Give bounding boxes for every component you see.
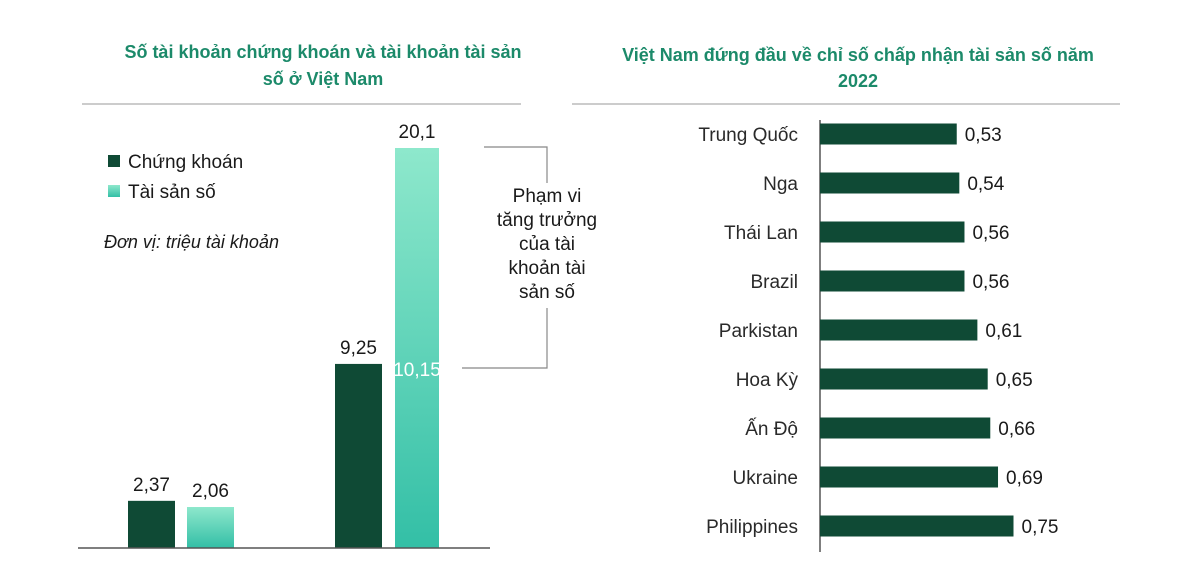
bar-securities-0	[128, 500, 175, 548]
data-label-securities-1: 9,25	[340, 338, 377, 359]
right-title-line-2: 2022	[838, 71, 878, 91]
data-label-securities-0: 2,37	[133, 475, 170, 496]
value-label-3: 0,56	[972, 272, 1009, 293]
legend-swatch-securities	[108, 155, 120, 167]
category-label-1: Nga	[763, 174, 798, 195]
value-label-2: 0,56	[972, 223, 1009, 244]
category-label-3: Brazil	[750, 272, 798, 293]
bar-digital-0	[187, 507, 234, 548]
left-title-line-1: Số tài khoản chứng khoán và tài khoản tà…	[124, 42, 521, 62]
hbar-4	[820, 319, 978, 341]
bar-digital-1	[395, 148, 439, 548]
left-chart: Số tài khoản chứng khoán và tài khoản tà…	[78, 42, 597, 549]
hbar-8	[820, 515, 1014, 537]
data-label-digital-0: 2,06	[192, 481, 229, 502]
annotation-line-2: tăng trưởng	[497, 210, 597, 231]
category-label-7: Ukraine	[733, 468, 798, 489]
unit-label: Đơn vị: triệu tài khoản	[104, 232, 279, 252]
hbar-5	[820, 368, 988, 390]
hbar-2	[820, 221, 965, 243]
category-label-5: Hoa Kỳ	[736, 370, 799, 391]
growth-value-label: 10,15	[393, 360, 441, 381]
right-chart: Việt Nam đứng đầu về chỉ số chấp nhận tà…	[572, 45, 1120, 552]
annotation-line-4: khoản tài	[508, 258, 585, 279]
hbar-1	[820, 172, 960, 194]
category-label-8: Philippines	[706, 517, 798, 538]
annotation-bg	[505, 183, 589, 308]
value-label-1: 0,54	[967, 174, 1004, 195]
value-label-6: 0,66	[998, 419, 1035, 440]
category-label-2: Thái Lan	[724, 223, 798, 244]
value-label-8: 0,75	[1022, 517, 1059, 538]
right-title-line-1: Việt Nam đứng đầu về chỉ số chấp nhận tà…	[622, 45, 1094, 65]
value-label-4: 0,61	[985, 321, 1022, 342]
category-label-6: Ấn Độ	[745, 418, 798, 440]
hbar-7	[820, 466, 999, 488]
value-label-0: 0,53	[965, 125, 1002, 146]
bar-securities-1	[335, 363, 382, 548]
value-label-5: 0,65	[996, 370, 1033, 391]
hbar-3	[820, 270, 965, 292]
legend-swatch-digital	[108, 185, 120, 197]
legend-label-digital: Tài sản số	[128, 182, 216, 203]
annotation-line-1: Phạm vi	[513, 186, 582, 207]
value-label-7: 0,69	[1006, 468, 1043, 489]
category-label-0: Trung Quốc	[698, 125, 798, 146]
annotation-line-5: sản số	[519, 282, 575, 303]
left-title-line-2: số ở Việt Nam	[263, 69, 384, 89]
annotation-line-3: của tài	[519, 234, 575, 255]
legend-label-securities: Chứng khoán	[128, 152, 243, 173]
hbar-6	[820, 417, 991, 439]
data-label-digital-1: 20,1	[399, 122, 436, 143]
category-label-4: Parkistan	[719, 321, 798, 342]
hbar-0	[820, 123, 957, 145]
